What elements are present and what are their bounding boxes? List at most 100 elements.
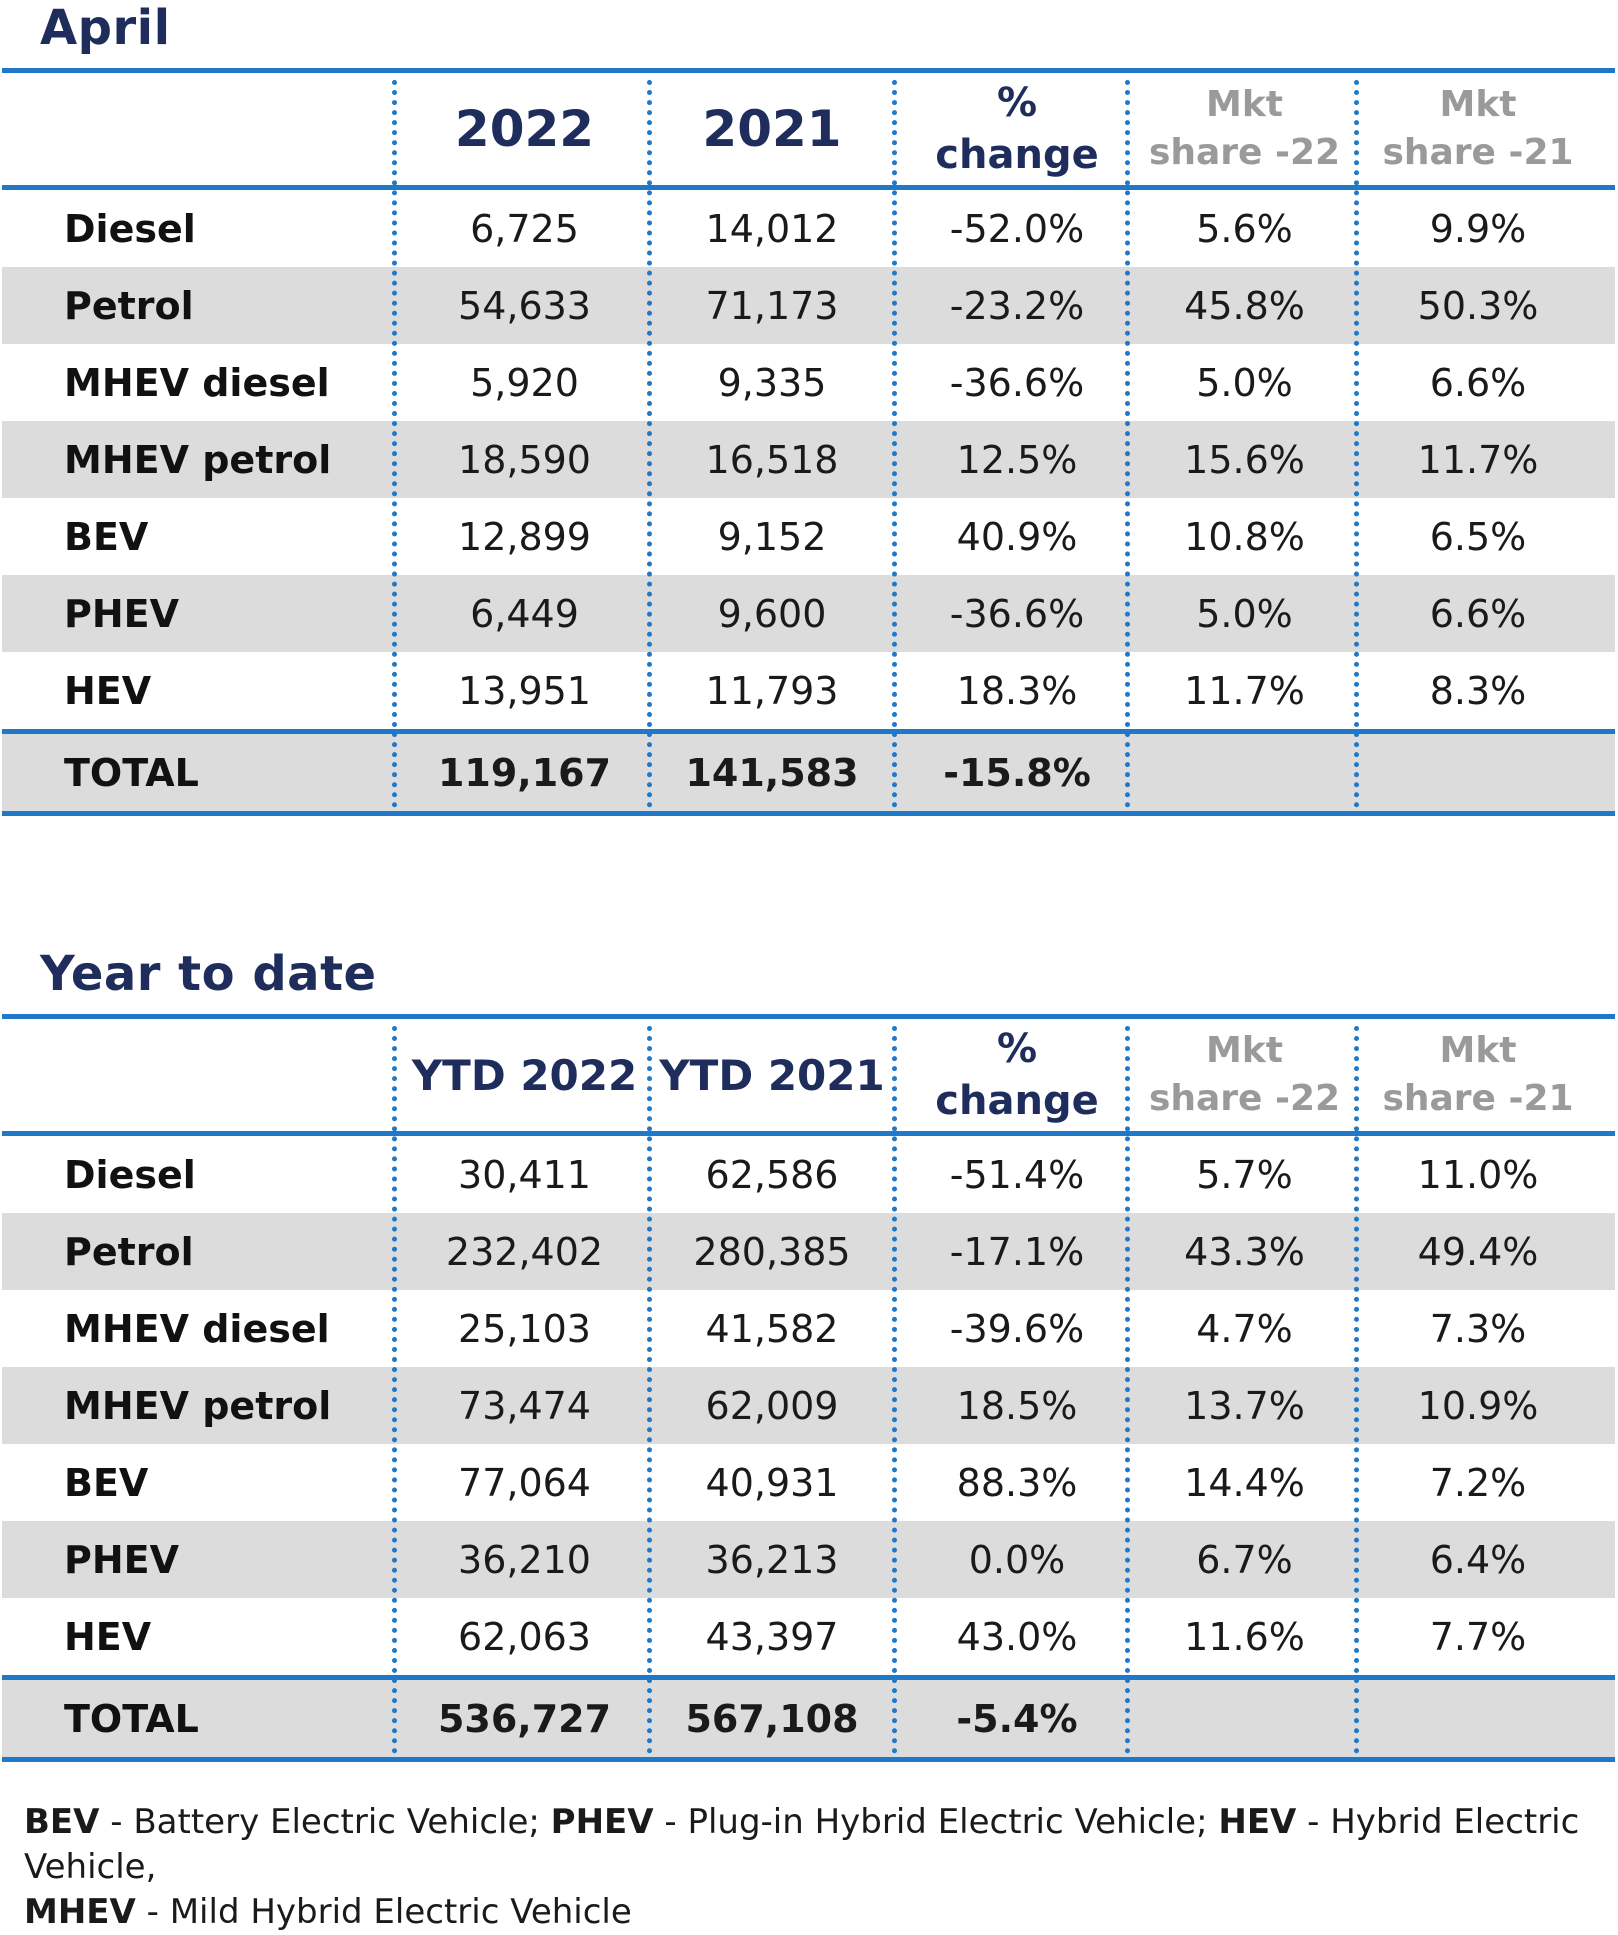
- abbreviation-footnote: BEV - Battery Electric Vehicle; PHEV - P…: [24, 1800, 1604, 1935]
- header-bottom-rule: [2, 1131, 1615, 1136]
- cell-share21: 49.4%: [1417, 1229, 1539, 1274]
- cell-share21: 6.5%: [1429, 514, 1527, 559]
- total-ytd-2021: 567,108: [685, 1696, 859, 1741]
- table-header: YTD 2022 YTD 2021 % change Mkt share -22…: [2, 1019, 1615, 1131]
- header-mkt22-line2: share -22: [1148, 1078, 1341, 1119]
- cell-ytd-2021: 62,009: [705, 1383, 839, 1428]
- cell-ytd-2021: 36,213: [705, 1537, 839, 1582]
- header-mkt21-line2: share -21: [1382, 1078, 1574, 1119]
- cell-2021: 9,152: [717, 514, 827, 559]
- cell-share21: 6.4%: [1429, 1537, 1527, 1582]
- column-divider: [647, 80, 652, 808]
- header-mkt21-line1: Mkt: [1439, 84, 1517, 125]
- table-row: PHEV 6,449 9,600 -36.6% 5.0% 6.6%: [2, 575, 1615, 652]
- cell-ytd-2021: 41,582: [705, 1306, 839, 1351]
- footnote-hev-text: - Hybrid Electric Vehicle,: [24, 1802, 1580, 1887]
- row-label: MHEV diesel: [64, 360, 330, 405]
- cell-share21: 11.0%: [1417, 1152, 1539, 1197]
- table-row: PHEV 36,210 36,213 0.0% 6.7% 6.4%: [2, 1521, 1615, 1598]
- table-row: Petrol 54,633 71,173 -23.2% 45.8% 50.3%: [2, 267, 1615, 344]
- table-top-rule: [2, 68, 1615, 73]
- header-mkt22-line1: Mkt: [1206, 1030, 1283, 1071]
- header-ytd-2022: YTD 2022: [411, 1050, 638, 1100]
- cell-ytd-2022: 73,474: [458, 1383, 591, 1428]
- cell-share21: 7.2%: [1429, 1460, 1527, 1505]
- april-title: April: [40, 0, 171, 56]
- column-divider: [892, 1026, 897, 1754]
- footnote-bev-abbr: BEV: [24, 1802, 100, 1842]
- cell-change: -36.6%: [949, 591, 1085, 636]
- table-row: Diesel 6,725 14,012 -52.0% 5.6% 9.9%: [2, 190, 1615, 267]
- cell-2022: 12,899: [458, 514, 591, 559]
- cell-share22: 11.6%: [1184, 1614, 1305, 1659]
- cell-ytd-2022: 62,063: [458, 1614, 591, 1659]
- footnote-hev-abbr: HEV: [1218, 1802, 1297, 1842]
- cell-change: 18.5%: [956, 1383, 1078, 1428]
- column-divider: [1125, 80, 1130, 808]
- header-pct-line2: change: [935, 132, 1099, 178]
- cell-ytd-2021: 40,931: [705, 1460, 839, 1505]
- footnote-bev-text: - Battery Electric Vehicle;: [99, 1802, 551, 1842]
- row-label: MHEV petrol: [64, 437, 332, 482]
- cell-ytd-2021: 280,385: [693, 1229, 851, 1274]
- cell-share21: 7.7%: [1429, 1614, 1527, 1659]
- total-label: TOTAL: [64, 750, 199, 795]
- cell-2022: 5,920: [470, 360, 579, 405]
- cell-2021: 16,518: [705, 437, 839, 482]
- cell-change: -51.4%: [949, 1152, 1085, 1197]
- table-row: BEV 77,064 40,931 88.3% 14.4% 7.2%: [2, 1444, 1615, 1521]
- cell-2022: 6,725: [470, 206, 579, 251]
- row-label: Petrol: [64, 1229, 194, 1274]
- column-divider: [392, 1026, 397, 1754]
- cell-ytd-2022: 77,064: [458, 1460, 591, 1505]
- row-label: MHEV diesel: [64, 1306, 330, 1351]
- header-pct-line2: change: [935, 1078, 1099, 1124]
- row-label: Diesel: [64, 1152, 196, 1197]
- column-divider: [892, 80, 897, 808]
- table-row: Diesel 30,411 62,586 -51.4% 5.7% 11.0%: [2, 1136, 1615, 1213]
- header-ytd-2021: YTD 2021: [659, 1050, 885, 1100]
- table-row: MHEV diesel 5,920 9,335 -36.6% 5.0% 6.6%: [2, 344, 1615, 421]
- column-divider: [1125, 1026, 1130, 1754]
- cell-ytd-2021: 43,397: [705, 1614, 839, 1659]
- cell-share22: 5.0%: [1196, 591, 1293, 636]
- header-pct-change: % change: [902, 1019, 1132, 1131]
- cell-share22: 13.7%: [1184, 1383, 1305, 1428]
- cell-ytd-2022: 36,210: [458, 1537, 591, 1582]
- cell-share21: 11.7%: [1417, 437, 1539, 482]
- total-change: -5.4%: [956, 1696, 1078, 1741]
- cell-change: 43.0%: [956, 1614, 1078, 1659]
- table-row: HEV 13,951 11,793 18.3% 11.7% 8.3%: [2, 652, 1615, 729]
- column-divider: [392, 80, 397, 808]
- table-bottom-rule: [2, 811, 1615, 816]
- row-label: Petrol: [64, 283, 194, 328]
- table-row: BEV 12,899 9,152 40.9% 10.8% 6.5%: [2, 498, 1615, 575]
- total-2022: 119,167: [437, 750, 612, 795]
- cell-change: -39.6%: [949, 1306, 1085, 1351]
- cell-share21: 7.3%: [1429, 1306, 1527, 1351]
- header-mkt-share-21: Mkt share -21: [1362, 1019, 1594, 1131]
- footnote-phev-abbr: PHEV: [550, 1802, 654, 1842]
- cell-2021: 14,012: [705, 206, 839, 251]
- cell-2022: 18,590: [458, 437, 591, 482]
- total-top-rule: [2, 729, 1615, 734]
- header-mkt22-line2: share -22: [1148, 132, 1341, 173]
- row-label: Diesel: [64, 206, 196, 251]
- cell-share21: 8.3%: [1429, 668, 1527, 713]
- cell-2021: 71,173: [705, 283, 839, 328]
- column-divider: [1354, 80, 1359, 808]
- total-row: TOTAL 536,727 567,108 -5.4%: [2, 1680, 1615, 1757]
- column-divider: [1354, 1026, 1359, 1754]
- cell-share22: 4.7%: [1196, 1306, 1293, 1351]
- header-mkt-share-22: Mkt share -22: [1132, 73, 1357, 185]
- header-mkt21-line1: Mkt: [1439, 1030, 1517, 1071]
- cell-change: 88.3%: [956, 1460, 1078, 1505]
- cell-2021: 11,793: [705, 668, 839, 713]
- row-label: PHEV: [64, 1537, 180, 1582]
- row-label: HEV: [64, 1614, 152, 1659]
- header-mkt-share-21: Mkt share -21: [1362, 73, 1594, 185]
- header-2022: 2022: [454, 100, 595, 158]
- cell-share21: 9.9%: [1429, 206, 1527, 251]
- total-label: TOTAL: [64, 1696, 199, 1741]
- table-bottom-rule: [2, 1757, 1615, 1762]
